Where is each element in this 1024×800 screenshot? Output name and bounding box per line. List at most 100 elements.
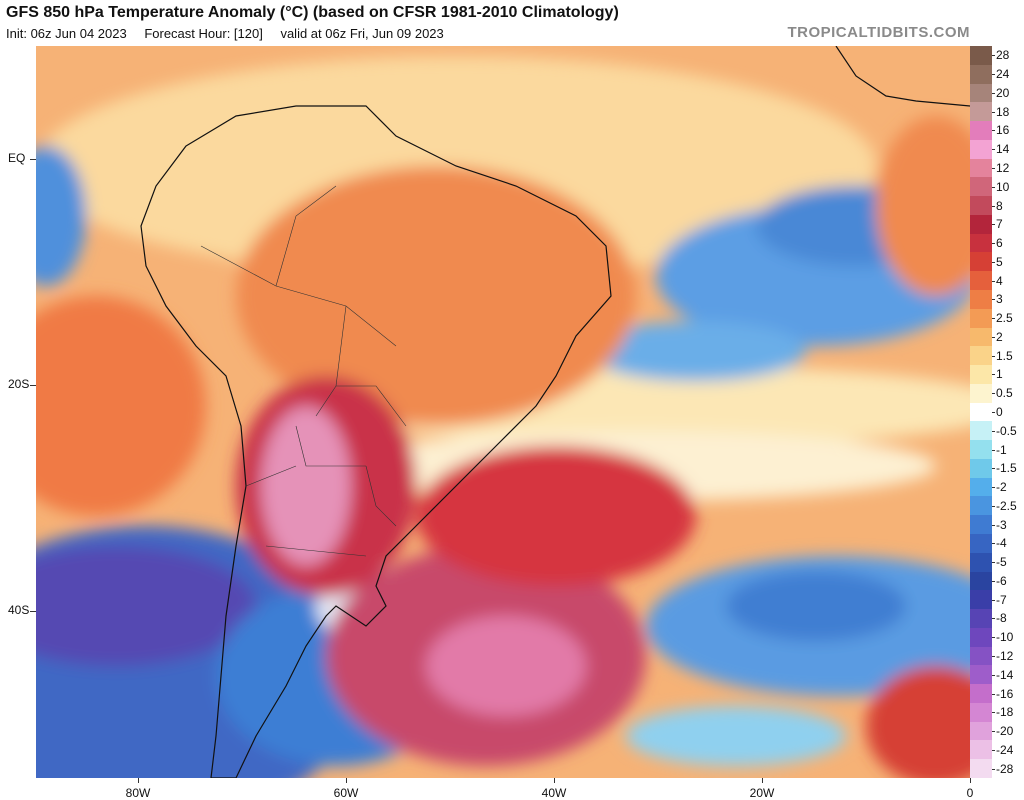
colorbar-segment [970, 759, 992, 779]
south-america-coast [140, 105, 612, 778]
colorbar-tick [992, 599, 995, 601]
colorbar-segment [970, 64, 992, 85]
colorbar-segment [970, 121, 992, 141]
colorbar-segment [970, 515, 992, 535]
colorbar-tick [992, 749, 995, 751]
colorbar-tick [992, 487, 995, 489]
colorbar-segment [970, 534, 992, 554]
colorbar-segment [970, 327, 992, 347]
colorbar-label: 16 [996, 123, 1010, 138]
colorbar-tick [992, 318, 995, 320]
longitude-label: 80W [125, 786, 151, 800]
colorbar-segment [970, 252, 992, 272]
map-canvas [36, 46, 970, 778]
colorbar-segment [970, 383, 992, 404]
colorbar-label: 0 [996, 405, 1003, 419]
longitude-tick [970, 778, 971, 783]
latitude-label: 40S [8, 603, 30, 617]
colorbar-label: -2.5 [996, 498, 1017, 513]
longitude-tick [554, 778, 555, 783]
colorbar-tick [992, 580, 995, 582]
colorbar-segment [970, 365, 992, 385]
colorbar-label: 1.5 [996, 348, 1013, 363]
colorbar-tick [992, 243, 995, 245]
colorbar-label: -24 [996, 742, 1014, 757]
colorbar-label: -5 [996, 555, 1007, 570]
colorbar-tick [992, 768, 995, 770]
colorbar-label: 5 [996, 254, 1003, 269]
longitude-label: 40W [541, 786, 567, 800]
colorbar-tick [992, 111, 995, 113]
latitude-tick [30, 385, 36, 386]
latitude-tick [30, 611, 36, 612]
colorbar-segment [970, 627, 992, 648]
colorbar-label: -7 [996, 592, 1007, 607]
colorbar-label: -12 [996, 649, 1014, 663]
colorbar-tick [992, 637, 995, 639]
longitude-label: 60W [333, 786, 359, 800]
colorbar-label: -20 [996, 724, 1014, 739]
colorbar-label: -18 [996, 705, 1014, 720]
colorbar-label: -2 [996, 480, 1007, 495]
colorbar-label: -1 [996, 442, 1007, 457]
colorbar-tick [992, 336, 995, 338]
colorbar-tick [992, 168, 995, 169]
colorbar-tick [992, 674, 995, 676]
colorbar-segment [970, 177, 992, 197]
valid-time: valid at 06z Fri, Jun 09 2023 [280, 26, 444, 41]
colorbar-segment [970, 158, 992, 178]
colorbar-label: 18 [996, 104, 1010, 119]
colorbar-tick [992, 393, 995, 395]
colorbar-segment [970, 83, 992, 103]
colorbar-tick [992, 130, 995, 132]
init-time: Init: 06z Jun 04 2023 [6, 26, 127, 41]
colorbar-tick [992, 205, 995, 207]
longitude-label: 20W [749, 786, 775, 800]
colorbar-tick [992, 149, 995, 151]
colorbar-tick [992, 693, 995, 695]
colorbar-segment [970, 102, 992, 122]
colorbar-tick [992, 261, 995, 263]
colorbar-segment [970, 646, 992, 666]
colorbar-label: 6 [996, 236, 1003, 251]
colorbar-tick [992, 430, 995, 432]
colorbar-label: -8 [996, 611, 1007, 626]
colorbar-segment [970, 721, 992, 741]
colorbar [970, 46, 992, 779]
colorbar-label: 10 [996, 179, 1010, 194]
colorbar-segment [970, 440, 992, 460]
colorbar-tick [992, 412, 995, 413]
colorbar-tick [992, 299, 995, 301]
colorbar-segment [970, 702, 992, 723]
colorbar-tick [992, 280, 995, 282]
colorbar-label: 8 [996, 198, 1003, 213]
colorbar-segment [970, 458, 992, 479]
colorbar-label: 4 [996, 273, 1003, 288]
colorbar-label: -16 [996, 686, 1014, 701]
forecast-hour: Forecast Hour: [120] [144, 26, 263, 41]
colorbar-segment [970, 46, 992, 66]
colorbar-label: -4 [996, 536, 1007, 551]
colorbar-segment [970, 139, 992, 160]
colorbar-segment [970, 196, 992, 216]
colorbar-segment [970, 346, 992, 366]
colorbar-label: 1 [996, 367, 1003, 382]
colorbar-label: 7 [996, 217, 1003, 232]
colorbar-tick [992, 712, 995, 714]
longitude-tick [138, 778, 139, 783]
latitude-tick [30, 159, 36, 160]
colorbar-tick [992, 524, 995, 526]
colorbar-label: -6 [996, 573, 1007, 588]
colorbar-segment [970, 740, 992, 760]
africa-coast [835, 46, 970, 107]
colorbar-segment [970, 290, 992, 310]
colorbar-segment [970, 271, 992, 291]
colorbar-segment [970, 609, 992, 629]
colorbar-segment [970, 496, 992, 516]
colorbar-label: 20 [996, 85, 1010, 100]
colorbar-label: 2.5 [996, 311, 1013, 326]
longitude-label: 0 [966, 786, 974, 800]
colorbar-tick [992, 656, 995, 657]
colorbar-label: 12 [996, 161, 1010, 175]
longitude-tick [346, 778, 347, 783]
